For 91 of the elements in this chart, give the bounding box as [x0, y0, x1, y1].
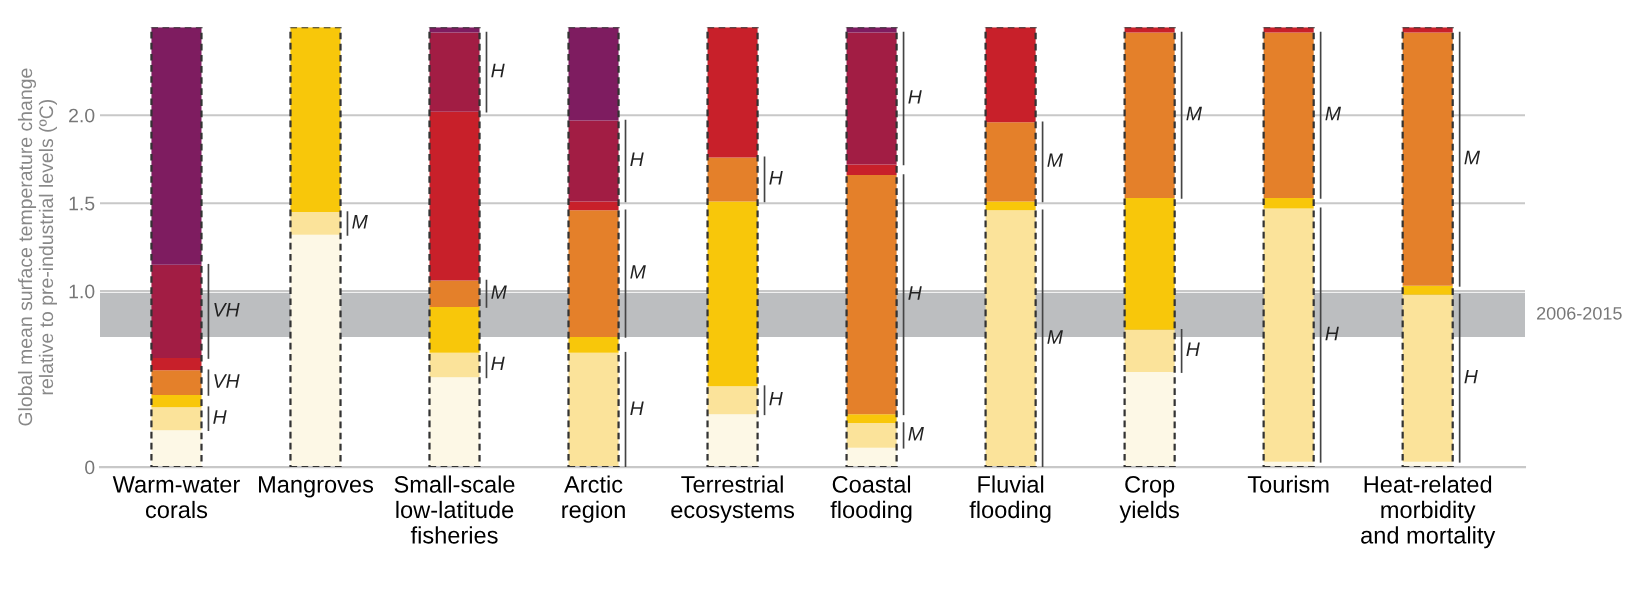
bar — [846, 414, 897, 424]
annotation: H — [1464, 369, 1478, 384]
bar — [985, 210, 1036, 468]
bar — [707, 414, 758, 468]
bar — [846, 32, 897, 165]
annotation: M — [1325, 106, 1341, 121]
bar — [1402, 27, 1453, 33]
annotation: H — [491, 356, 505, 371]
annotation: VH — [214, 374, 240, 388]
bar — [290, 234, 341, 468]
x-tick-label: Coastal flooding — [830, 475, 912, 523]
annotation: H — [908, 90, 922, 104]
bar — [846, 175, 897, 415]
annotation: M — [352, 215, 368, 229]
x-tick-label: Terrestrial ecosystems — [671, 475, 795, 523]
bar — [1124, 372, 1175, 468]
bar — [707, 157, 758, 202]
bar — [429, 32, 480, 112]
bar — [151, 358, 202, 371]
y-tick-label: 2.0 — [69, 108, 95, 123]
y-tick-label: 1.5 — [69, 196, 95, 211]
bar — [846, 164, 897, 176]
annotation: H — [1325, 326, 1339, 341]
bar — [429, 280, 480, 307]
bar — [1124, 329, 1175, 373]
annotation: M — [908, 427, 924, 441]
bar — [1263, 32, 1314, 198]
annotation: M — [1186, 106, 1202, 121]
bar — [290, 211, 341, 235]
y-tick-label: 1.0 — [69, 284, 95, 299]
x-tick-label: Mangroves — [259, 476, 374, 498]
bar — [846, 447, 897, 468]
bar — [290, 27, 341, 212]
bar — [151, 264, 202, 358]
bar — [429, 306, 480, 353]
x-tick-label: Small-scale low-latitude fisheries — [394, 475, 515, 544]
annotation: M — [1464, 150, 1481, 165]
bar — [1263, 197, 1314, 209]
annotation: M — [1047, 153, 1063, 167]
x-tick-label: Fluvial flooding — [969, 475, 1051, 523]
annotation: H — [1186, 342, 1200, 356]
bar — [429, 27, 480, 33]
bar — [568, 27, 619, 121]
bar — [1402, 32, 1453, 286]
bar — [568, 210, 619, 337]
bar — [151, 27, 202, 265]
bar — [568, 352, 619, 468]
y-axis-title: Global mean surface temperature change relative to pre-industrial levels (ºC) — [17, 68, 57, 426]
bar — [1124, 197, 1175, 330]
annotation: H — [908, 286, 922, 300]
bar — [1124, 27, 1175, 33]
x-tick-label: Arctic region — [562, 475, 625, 523]
bar — [568, 336, 619, 353]
bar — [151, 407, 202, 431]
bar — [985, 122, 1036, 202]
annotation: H — [630, 401, 644, 415]
bar — [1263, 208, 1314, 462]
bar — [846, 27, 897, 33]
annotation: M — [630, 265, 646, 279]
x-tick-label: Warm-water corals — [112, 476, 240, 519]
annotation: VH — [214, 303, 240, 317]
bar — [151, 430, 202, 468]
x-tick-label: Crop yields — [1119, 476, 1179, 523]
x-tick-label: Tourism — [1247, 475, 1329, 493]
annotation: H — [630, 152, 644, 166]
bar — [707, 386, 758, 415]
bar — [846, 423, 897, 448]
x-tick-label: Heat-related morbidity and mortality — [1361, 475, 1496, 549]
bar — [151, 394, 202, 408]
bar — [429, 352, 480, 378]
band-label: 2006-2015 — [1537, 306, 1622, 320]
bar — [1402, 285, 1453, 295]
bar — [707, 27, 758, 158]
annotation: M — [491, 285, 507, 299]
bar — [707, 201, 758, 387]
bar — [568, 201, 619, 211]
annotation: H — [769, 171, 783, 185]
bar — [151, 370, 202, 395]
bar — [1124, 32, 1175, 198]
bar — [429, 111, 480, 281]
bar — [429, 377, 480, 468]
y-tick-label: 0 — [85, 460, 95, 475]
annotation: H — [769, 391, 783, 406]
bar — [985, 201, 1036, 211]
annotation: M — [1047, 330, 1063, 344]
annotation: H — [213, 410, 227, 424]
bar — [568, 120, 619, 202]
bar — [1263, 27, 1314, 33]
bar — [985, 27, 1036, 123]
annotation: H — [491, 63, 505, 78]
bar — [1402, 294, 1453, 462]
